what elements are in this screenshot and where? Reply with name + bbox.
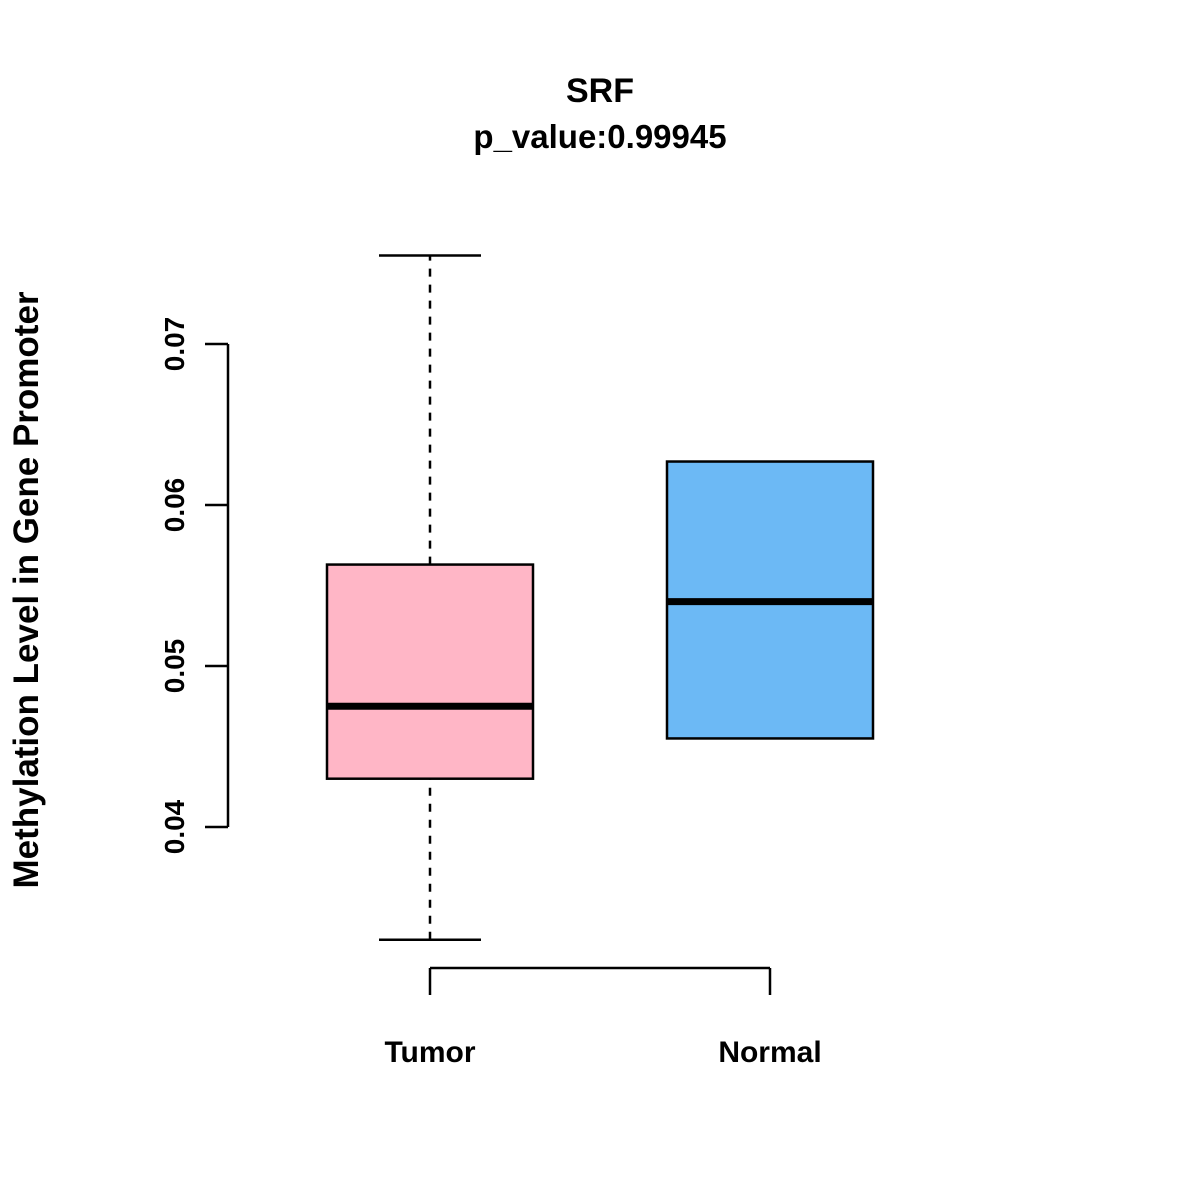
y-tick-label: 0.06 (159, 478, 190, 533)
x-tick-label-tumor: Tumor (384, 1036, 475, 1069)
y-tick-label: 0.07 (159, 317, 190, 372)
box-tumor (325, 563, 535, 780)
x-axis: Tumor Normal (384, 966, 822, 1069)
y-tick-label: 0.05 (159, 639, 190, 694)
box-series (325, 254, 875, 941)
y-axis-label: Methylation Level in Gene Promoter (7, 291, 46, 888)
y-axis: 0.04 0.05 0.06 0.07 (159, 317, 230, 854)
chart-subtitle: p_value:0.99945 (473, 118, 726, 155)
y-tick-label: 0.04 (159, 799, 190, 854)
x-tick-label-normal: Normal (718, 1036, 821, 1069)
chart-title: SRF (566, 72, 634, 110)
